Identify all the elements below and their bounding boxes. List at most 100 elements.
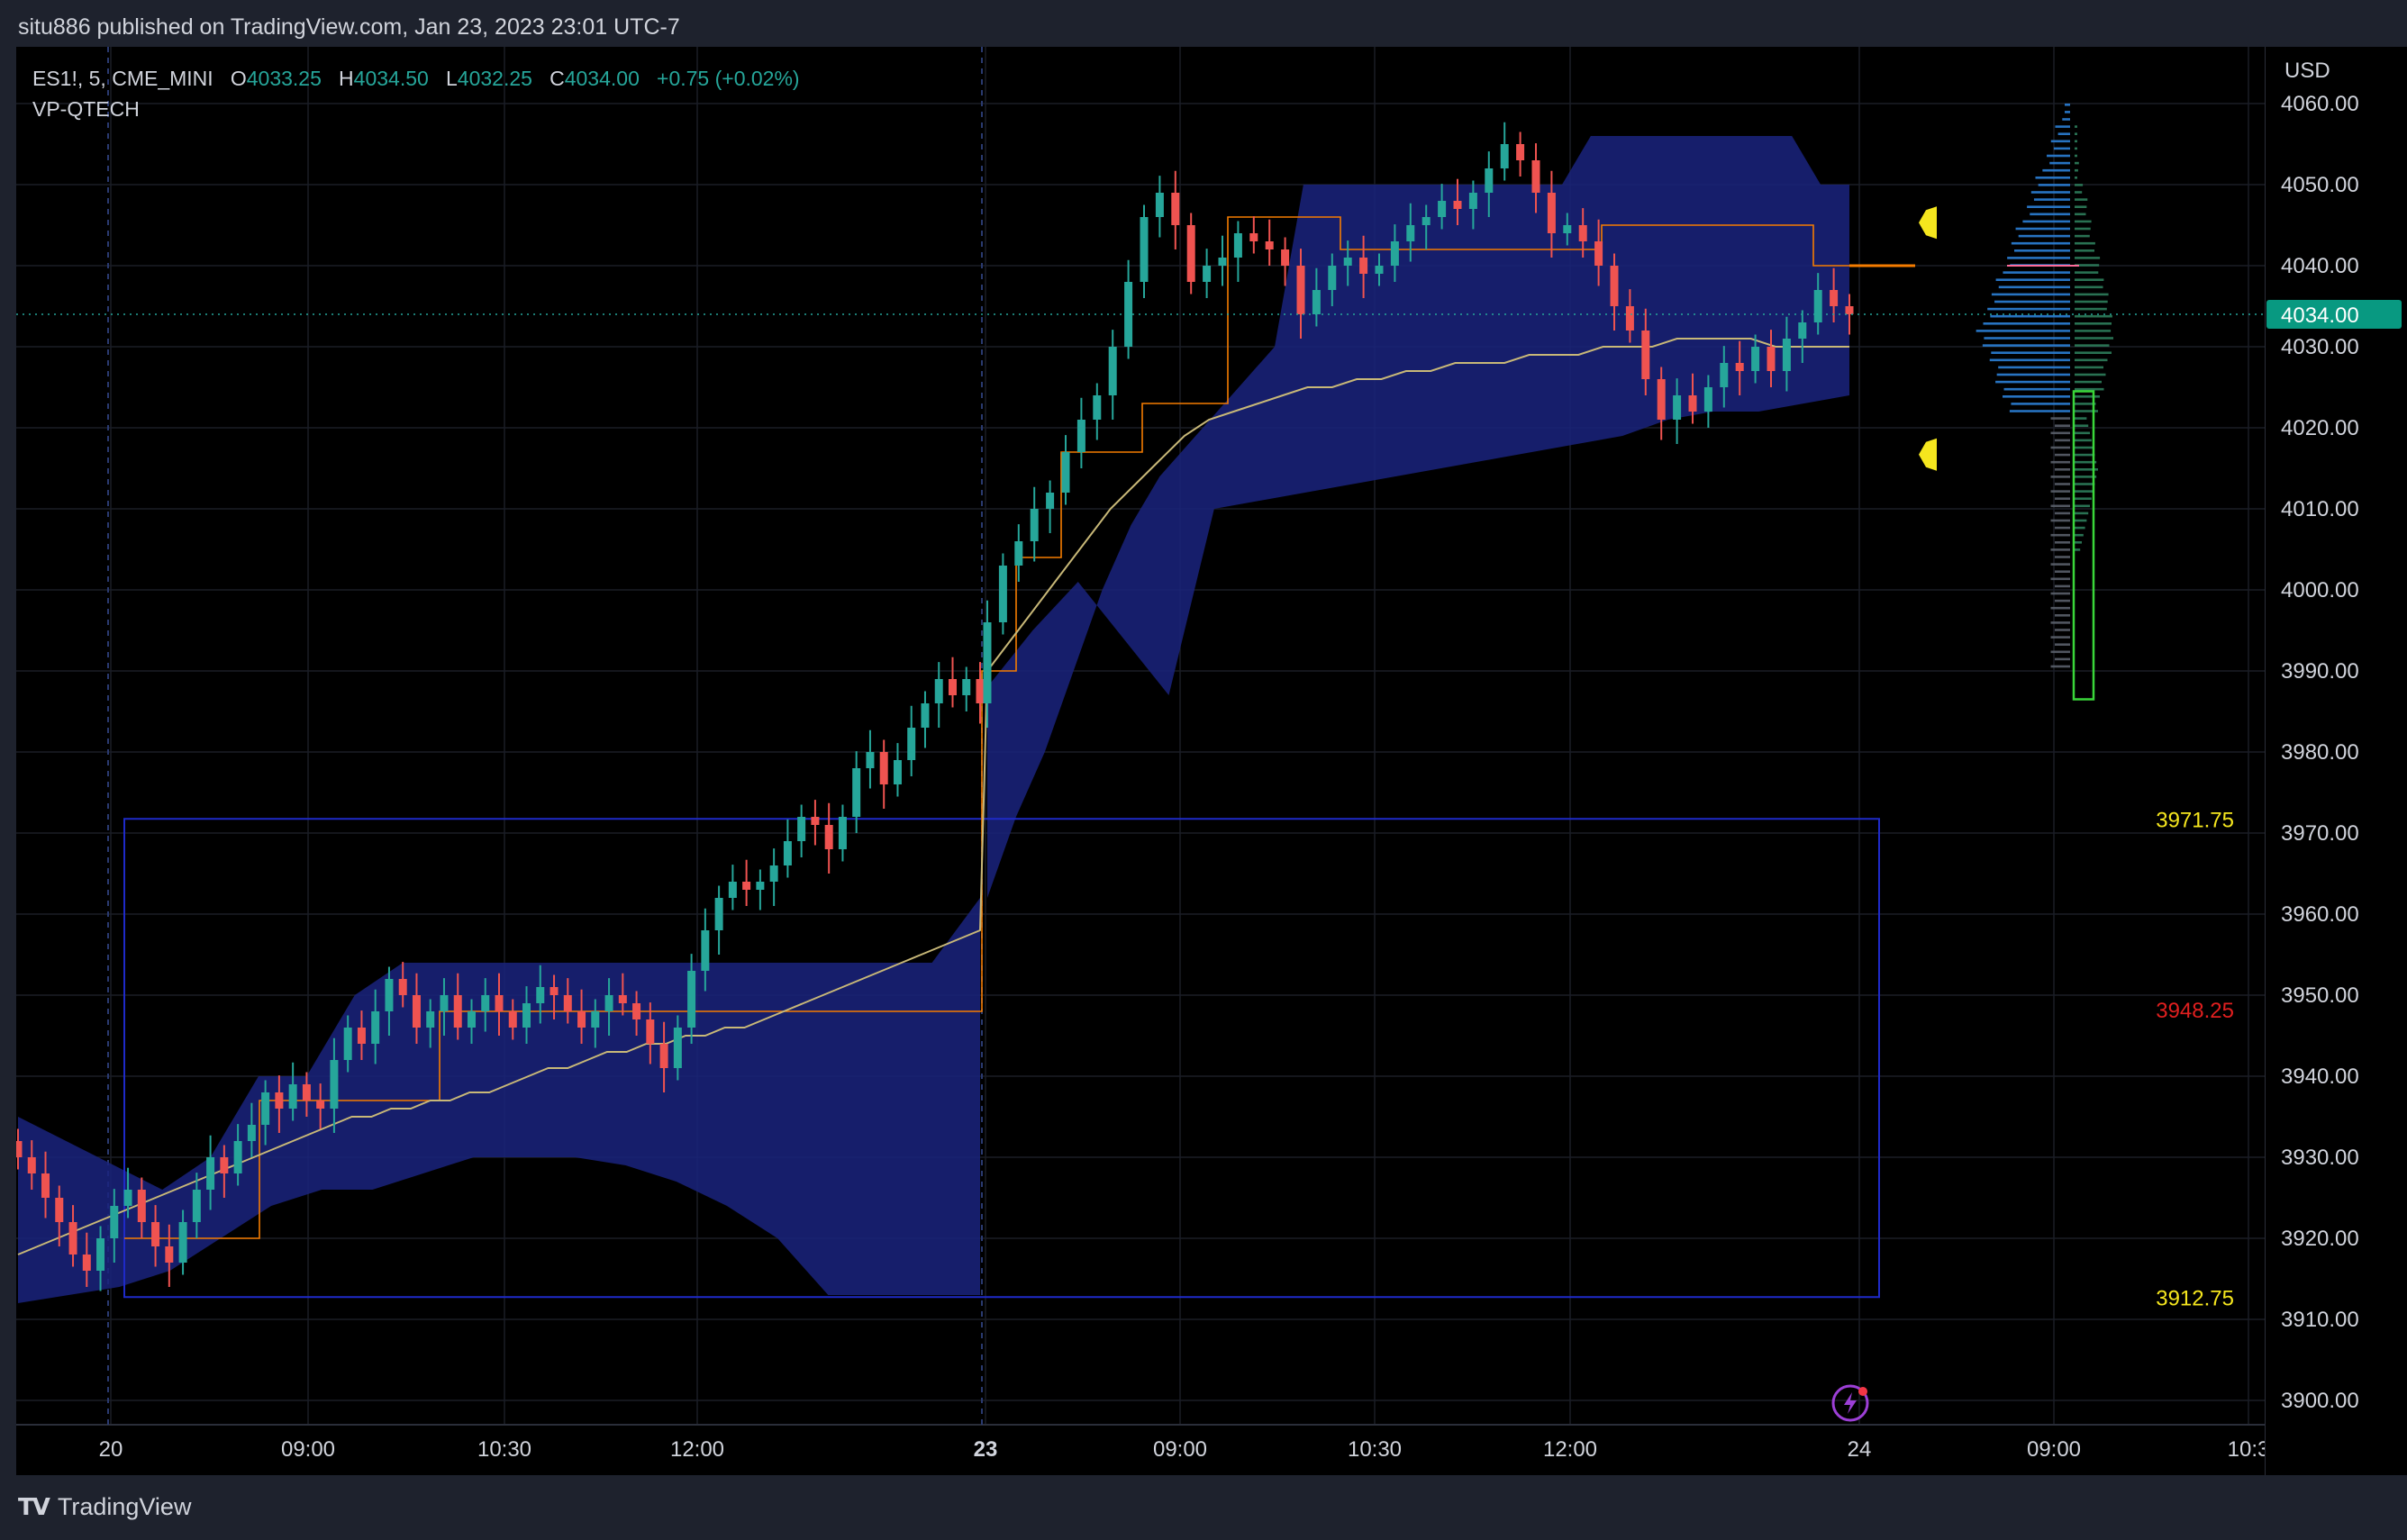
candle-body bbox=[275, 1092, 284, 1109]
candle-body bbox=[343, 1028, 352, 1060]
volume-profile-bar bbox=[2018, 234, 2070, 238]
volume-profile-bar bbox=[2055, 614, 2070, 617]
candle-body bbox=[440, 995, 449, 1011]
volume-profile-bar bbox=[2075, 395, 2100, 398]
volume-profile-bar bbox=[2030, 191, 2070, 194]
candle-body bbox=[632, 1003, 641, 1019]
volume-profile-bar bbox=[2075, 373, 2106, 376]
volume-profile-bar bbox=[2075, 285, 2103, 289]
volume-profile-bar bbox=[2075, 337, 2113, 340]
volume-profile-bar bbox=[2050, 650, 2070, 654]
y-tick-label: 3910.00 bbox=[2281, 1308, 2359, 1332]
y-tick-label: 3930.00 bbox=[2281, 1146, 2359, 1170]
candle-body bbox=[1203, 266, 1212, 282]
volume-profile-bar bbox=[2075, 439, 2092, 442]
tradingview-logo[interactable]: 𝗧𝗩 TradingView bbox=[18, 1493, 191, 1521]
candle-body bbox=[316, 1101, 325, 1109]
candle-body bbox=[742, 882, 751, 890]
volume-profile-bar bbox=[2014, 249, 2070, 252]
volume-profile-bar bbox=[2075, 366, 2103, 369]
volume-profile-bar bbox=[2050, 606, 2070, 610]
candle-body bbox=[467, 1011, 476, 1028]
close-value: 4034.00 bbox=[564, 67, 640, 90]
volume-profile-bar bbox=[2075, 213, 2086, 216]
indicator-legend[interactable]: VP-QTECH bbox=[32, 97, 140, 122]
candle-body bbox=[1076, 420, 1085, 452]
current-price-label: 4034.00 bbox=[2281, 303, 2359, 328]
volume-profile-bar bbox=[2042, 168, 2070, 172]
change-value: +0.75 (+0.02%) bbox=[657, 67, 800, 90]
candle-body bbox=[1233, 233, 1242, 258]
volume-profile-bar bbox=[2075, 410, 2098, 412]
volume-profile-bar bbox=[1987, 307, 2070, 311]
candle-body bbox=[1453, 201, 1462, 209]
low-label: L bbox=[445, 67, 458, 90]
vwap-line bbox=[17, 338, 1849, 1255]
candle-body bbox=[82, 1255, 91, 1271]
volume-profile-bar bbox=[2057, 132, 2070, 135]
candle-body bbox=[412, 995, 421, 1028]
volume-profile-bar bbox=[2075, 191, 2083, 194]
volume-profile-bar bbox=[2075, 548, 2081, 551]
volume-profile-bar bbox=[2022, 220, 2070, 223]
candle-body bbox=[1438, 201, 1447, 217]
ohlc-legend: ES1!, 5, CME_MINI O4033.25 H4034.50 L403… bbox=[32, 67, 800, 91]
volume-profile-bar bbox=[2075, 512, 2089, 515]
volume-profile-bar bbox=[1994, 300, 2070, 303]
volume-profile-bar bbox=[2055, 483, 2070, 485]
open-value: 4033.25 bbox=[246, 67, 322, 90]
candle-body bbox=[1594, 241, 1603, 266]
candle-body bbox=[1155, 193, 1164, 217]
volume-profile-bar bbox=[2075, 358, 2108, 362]
candle-body bbox=[1312, 290, 1321, 314]
y-tick-label: 4030.00 bbox=[2281, 335, 2359, 359]
volume-profile-bar bbox=[2055, 512, 2070, 515]
volume-profile-bar bbox=[2075, 380, 2102, 384]
alert-circle bbox=[1831, 1384, 1869, 1422]
candle-body bbox=[453, 995, 462, 1028]
indicator-name[interactable]: VP-QTECH bbox=[32, 97, 140, 121]
symbol-label[interactable]: ES1!, 5, CME_MINI bbox=[32, 67, 213, 90]
candle-body bbox=[1281, 249, 1290, 266]
volume-profile-bar bbox=[2003, 395, 2070, 398]
lightning-bolt bbox=[1844, 1392, 1857, 1414]
volume-profile-bar bbox=[2075, 468, 2098, 471]
candle-body bbox=[371, 1011, 380, 1044]
volume-profile-bar bbox=[2075, 446, 2094, 449]
y-tick-label: 3920.00 bbox=[2281, 1227, 2359, 1251]
volume-profile-bar bbox=[2050, 417, 2070, 420]
candle-body bbox=[522, 1003, 531, 1028]
volume-profile-bar bbox=[2050, 592, 2070, 595]
candle-body bbox=[577, 1011, 586, 1028]
candle-body bbox=[1171, 193, 1180, 225]
candle-body bbox=[824, 825, 833, 849]
y-tick-label: 4020.00 bbox=[2281, 416, 2359, 440]
volume-profile-bar bbox=[2055, 125, 2070, 128]
price-axis[interactable]: USD 3900.00 3910.00 3920.00 3930.00 3940.00 39… bbox=[2264, 47, 2407, 1475]
volume-profile-bar bbox=[2055, 643, 2070, 646]
tradingview-logo-icon: 𝗧𝗩 bbox=[18, 1493, 50, 1521]
candle-body bbox=[783, 841, 792, 865]
candle-body bbox=[1218, 258, 1227, 266]
volume-profile-bar bbox=[2055, 453, 2070, 457]
y-tick-label: 3900.00 bbox=[2281, 1389, 2359, 1413]
volume-profile-bar bbox=[1996, 373, 2070, 376]
candle-body bbox=[1140, 217, 1149, 282]
volume-profile-bar bbox=[2075, 387, 2104, 391]
candle-body bbox=[921, 703, 930, 728]
candle-body bbox=[879, 752, 888, 784]
candle-body bbox=[1625, 306, 1634, 331]
alert-dot bbox=[1858, 1387, 1867, 1396]
volume-profile-bar bbox=[2011, 403, 2070, 405]
chart-canvas[interactable]: 20 09:00 10:30 12:00 23 09:00 10:30 12:00 24 09:0… bbox=[16, 47, 2265, 1475]
candle-body bbox=[1751, 347, 1760, 371]
level-label: 3948.25 bbox=[2156, 999, 2234, 1023]
volume-profile-bar bbox=[2050, 519, 2070, 522]
price-axis-canvas[interactable]: USD 3900.00 3910.00 3920.00 3930.00 3940.00 39… bbox=[2264, 47, 2407, 1475]
volume-profile-bar bbox=[2075, 519, 2087, 522]
volume-profile-bar bbox=[2075, 490, 2094, 493]
chart-frame[interactable]: 20 09:00 10:30 12:00 23 09:00 10:30 12:00 24 09:0… bbox=[16, 47, 2265, 1475]
x-tick-label: 20 bbox=[99, 1437, 123, 1462]
volume-profile-bar bbox=[2055, 541, 2070, 544]
candle-body bbox=[1124, 282, 1133, 347]
